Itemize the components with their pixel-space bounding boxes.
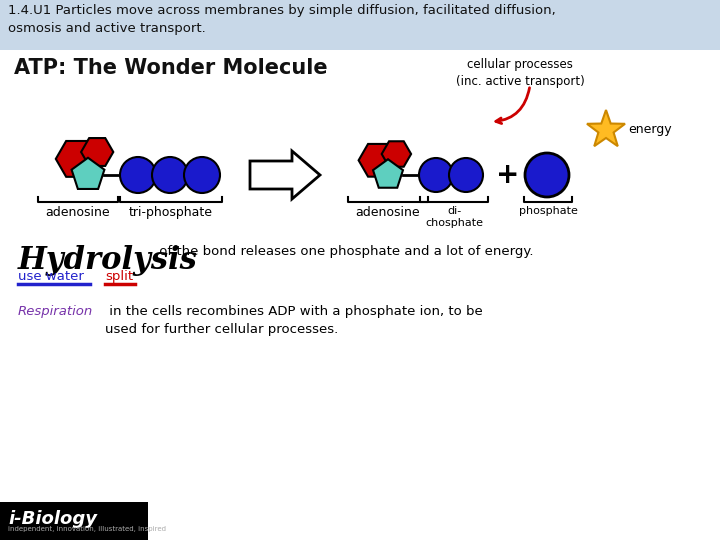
Text: cellular processes
(inc. active transport): cellular processes (inc. active transpor… bbox=[456, 58, 585, 88]
Text: use water: use water bbox=[18, 270, 84, 283]
Text: Hydrolysis: Hydrolysis bbox=[18, 245, 198, 276]
Text: independent, innovation, illustrated, inspired: independent, innovation, illustrated, in… bbox=[8, 526, 166, 532]
Text: +: + bbox=[496, 161, 520, 189]
Circle shape bbox=[419, 158, 453, 192]
Bar bbox=[0, 502, 148, 540]
Text: adenosine: adenosine bbox=[356, 206, 420, 219]
Text: tri-phosphate: tri-phosphate bbox=[129, 206, 213, 219]
Text: i-Biology: i-Biology bbox=[8, 510, 97, 528]
Text: adenosine: adenosine bbox=[45, 206, 110, 219]
Polygon shape bbox=[587, 110, 625, 146]
Text: 1.4.U1 Particles move across membranes by simple diffusion, facilitated diffusio: 1.4.U1 Particles move across membranes b… bbox=[8, 4, 556, 35]
Text: of the bond releases one phosphate and a lot of energy.: of the bond releases one phosphate and a… bbox=[155, 245, 534, 258]
Text: ATP: The Wonder Molecule: ATP: The Wonder Molecule bbox=[14, 58, 328, 78]
Circle shape bbox=[152, 157, 188, 193]
FancyArrow shape bbox=[250, 151, 320, 199]
Circle shape bbox=[184, 157, 220, 193]
Circle shape bbox=[449, 158, 483, 192]
Circle shape bbox=[120, 157, 156, 193]
Text: in the cells recombines ADP with a phosphate ion, to be
used for further cellula: in the cells recombines ADP with a phosp… bbox=[105, 305, 482, 336]
Text: Respiration: Respiration bbox=[18, 305, 94, 318]
Text: di-
chosphate: di- chosphate bbox=[425, 206, 483, 227]
Circle shape bbox=[525, 153, 569, 197]
Text: split: split bbox=[105, 270, 133, 283]
Text: phosphate: phosphate bbox=[518, 206, 577, 216]
Bar bbox=[0, 0, 720, 50]
Text: energy: energy bbox=[628, 124, 672, 137]
